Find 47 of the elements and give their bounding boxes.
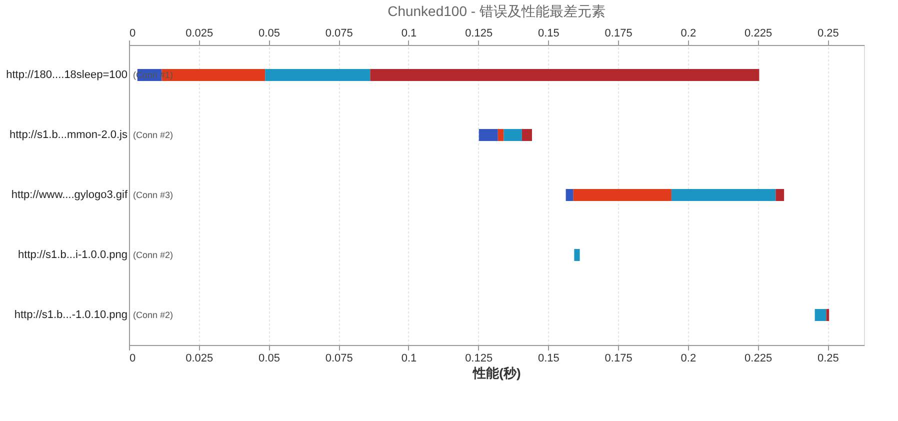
- x-tick-label: 0.1: [401, 28, 417, 40]
- x-tick-label: 0.25: [817, 28, 839, 40]
- x-tick-label: 0.225: [744, 28, 772, 40]
- annotation: (Conn #2): [133, 250, 174, 260]
- annotation: (Conn #2): [133, 130, 174, 140]
- x2-tick-label: 0.075: [325, 352, 353, 364]
- x-axis-title: 性能(秒): [472, 366, 521, 380]
- x-tick-label: 0.175: [604, 28, 632, 40]
- x2-tick-label: 0.175: [604, 352, 632, 364]
- bar: [498, 129, 504, 141]
- x-tick-label: 0.15: [538, 28, 560, 40]
- x2-tick-label: 0.1: [401, 352, 417, 364]
- y-tick-label: http://www....gylogo3.gif: [11, 189, 128, 201]
- chart-title: Chunked100 - 错误及性能最差元素: [388, 3, 606, 19]
- y-tick-label: http://s1.b...i-1.0.0.png: [18, 249, 128, 261]
- x2-tick-label: 0.15: [538, 352, 560, 364]
- bar: [370, 69, 760, 81]
- x2-tick-label: 0.2: [680, 352, 696, 364]
- bar: [265, 69, 370, 81]
- bar: [566, 189, 574, 201]
- x2-tick-label: 0.05: [258, 352, 280, 364]
- x-tick-label: 0.2: [680, 28, 696, 40]
- y-tick-label: http://s1.b...-1.0.10.png: [14, 309, 128, 321]
- x-tick-label: 0: [130, 28, 136, 40]
- x2-tick-label: 0.225: [744, 352, 772, 364]
- y-tick-label: http://180....18sleep=100: [6, 69, 128, 81]
- x2-tick-label: 0.125: [465, 352, 493, 364]
- bar: [573, 189, 672, 201]
- bar: [814, 309, 826, 321]
- bar: [162, 69, 266, 81]
- x2-tick-label: 0.025: [186, 352, 214, 364]
- annotation: (Conn #2): [133, 310, 174, 320]
- y-tick-label: http://s1.b...mmon-2.0.js: [10, 129, 128, 141]
- x2-tick-label: 0.25: [817, 352, 839, 364]
- bar: [478, 129, 498, 141]
- x-tick-label: 0.025: [186, 28, 214, 40]
- bar: [826, 309, 830, 321]
- bar: [504, 129, 522, 141]
- x-tick-label: 0.075: [325, 28, 353, 40]
- bar: [574, 249, 580, 261]
- annotation: (Conn #3): [133, 190, 174, 200]
- x2-tick-label: 0: [130, 352, 136, 364]
- bar: [522, 129, 532, 141]
- x-tick-label: 0.125: [465, 28, 493, 40]
- bar: [776, 189, 784, 201]
- x-tick-label: 0.05: [258, 28, 280, 40]
- bar: [671, 189, 776, 201]
